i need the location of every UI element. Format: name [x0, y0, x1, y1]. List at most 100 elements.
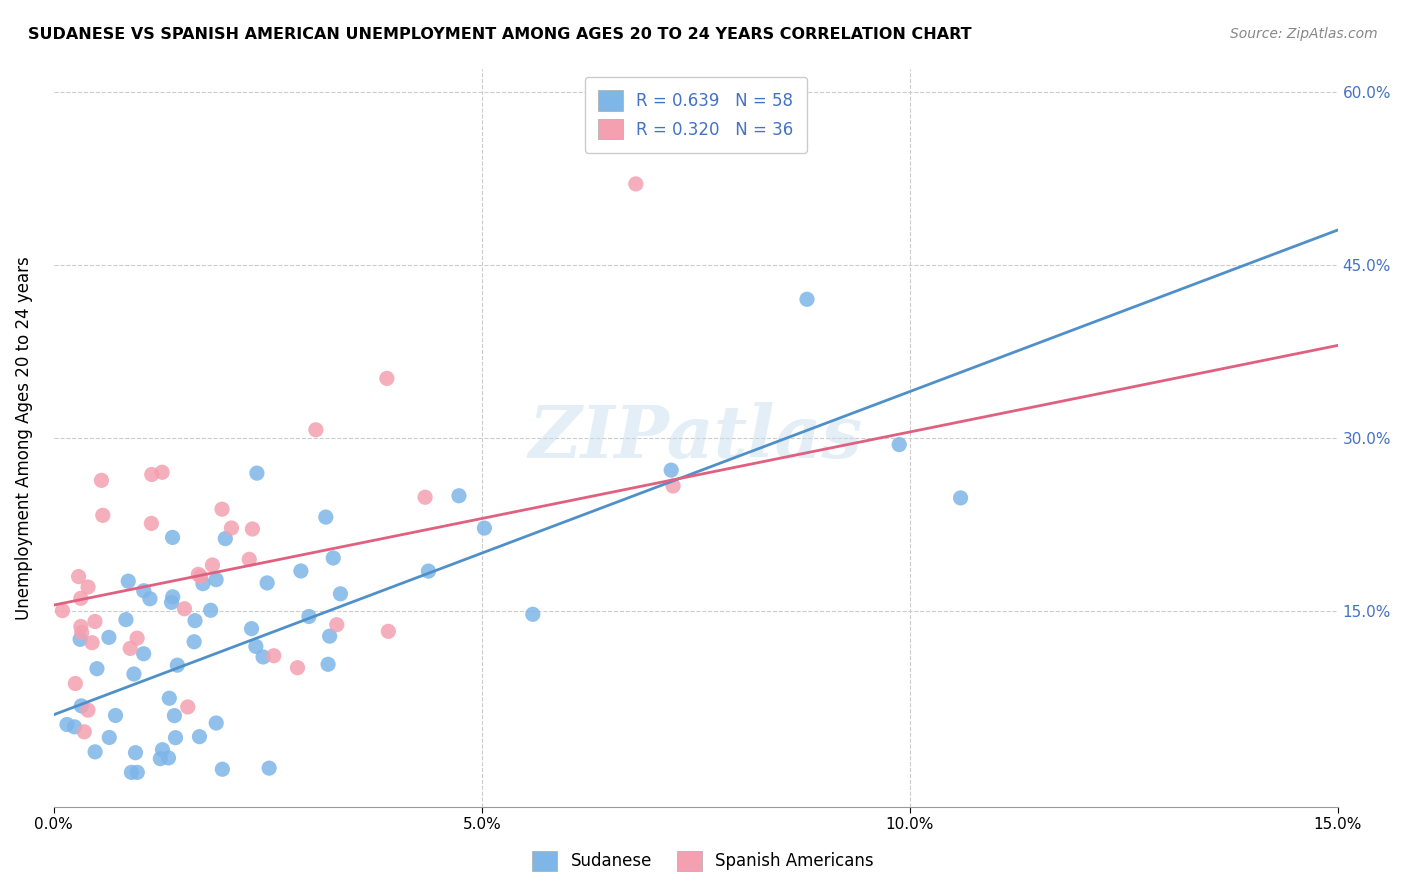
Point: [418, 564, 440, 578]
Point: [149, 751, 172, 765]
Point: [162, 590, 184, 604]
Point: [245, 640, 267, 654]
Point: [201, 558, 224, 572]
Y-axis label: Unemployment Among Ages 20 to 24 years: Unemployment Among Ages 20 to 24 years: [15, 256, 32, 620]
Point: [662, 479, 685, 493]
Point: [157, 691, 180, 706]
Point: [162, 530, 184, 544]
Text: ZIPatlas: ZIPatlas: [529, 402, 863, 474]
Point: [132, 647, 155, 661]
Point: [63, 720, 86, 734]
Point: [659, 463, 682, 477]
Point: [56, 717, 79, 731]
Point: [124, 746, 146, 760]
Point: [287, 661, 309, 675]
Point: [290, 564, 312, 578]
Point: [188, 730, 211, 744]
Point: [84, 745, 107, 759]
Point: [240, 622, 263, 636]
Point: [191, 576, 214, 591]
Point: [70, 619, 93, 633]
Point: [73, 724, 96, 739]
Point: [200, 603, 222, 617]
Point: [413, 490, 436, 504]
Point: [252, 649, 274, 664]
Point: [173, 601, 195, 615]
Point: [152, 742, 174, 756]
Point: [447, 489, 470, 503]
Point: [139, 591, 162, 606]
Point: [120, 765, 142, 780]
Point: [132, 583, 155, 598]
Legend: R = 0.639   N = 58, R = 0.320   N = 36: R = 0.639 N = 58, R = 0.320 N = 36: [585, 77, 807, 153]
Point: [889, 437, 911, 451]
Point: [120, 641, 142, 656]
Point: [177, 700, 200, 714]
Point: [166, 658, 188, 673]
Legend: Sudanese, Spanish Americans: Sudanese, Spanish Americans: [524, 842, 882, 880]
Point: [77, 703, 100, 717]
Point: [69, 632, 91, 647]
Point: [190, 569, 212, 583]
Point: [117, 574, 139, 589]
Point: [122, 667, 145, 681]
Point: [315, 510, 337, 524]
Text: SUDANESE VS SPANISH AMERICAN UNEMPLOYMENT AMONG AGES 20 TO 24 YEARS CORRELATION : SUDANESE VS SPANISH AMERICAN UNEMPLOYMEN…: [28, 27, 972, 42]
Point: [522, 607, 544, 622]
Point: [326, 617, 349, 632]
Point: [318, 629, 340, 643]
Point: [70, 698, 93, 713]
Point: [70, 625, 93, 640]
Point: [796, 293, 818, 307]
Point: [77, 580, 100, 594]
Point: [184, 614, 207, 628]
Point: [127, 631, 149, 645]
Point: [115, 613, 138, 627]
Point: [211, 762, 233, 776]
Point: [316, 657, 339, 672]
Point: [242, 522, 264, 536]
Point: [150, 465, 173, 479]
Point: [214, 532, 236, 546]
Point: [205, 573, 228, 587]
Point: [377, 624, 399, 639]
Point: [141, 467, 163, 482]
Point: [322, 551, 344, 566]
Point: [97, 631, 120, 645]
Point: [205, 716, 228, 731]
Point: [51, 604, 73, 618]
Point: [127, 765, 149, 780]
Text: Source: ZipAtlas.com: Source: ZipAtlas.com: [1230, 27, 1378, 41]
Point: [98, 731, 121, 745]
Point: [375, 371, 398, 385]
Point: [163, 708, 186, 723]
Point: [141, 516, 163, 531]
Point: [183, 634, 205, 648]
Point: [65, 676, 87, 690]
Point: [86, 662, 108, 676]
Point: [165, 731, 187, 745]
Point: [70, 591, 93, 606]
Point: [160, 595, 183, 609]
Point: [263, 648, 285, 663]
Point: [91, 508, 114, 523]
Point: [67, 569, 90, 583]
Point: [949, 491, 972, 505]
Point: [187, 567, 209, 582]
Point: [246, 466, 269, 480]
Point: [157, 751, 180, 765]
Point: [221, 521, 243, 535]
Point: [80, 636, 103, 650]
Point: [238, 552, 260, 566]
Point: [474, 521, 496, 535]
Point: [305, 423, 328, 437]
Point: [84, 615, 107, 629]
Point: [256, 576, 278, 591]
Point: [104, 708, 127, 723]
Point: [257, 761, 280, 775]
Point: [211, 502, 233, 516]
Point: [624, 177, 647, 191]
Point: [298, 609, 321, 624]
Point: [90, 474, 112, 488]
Point: [329, 587, 352, 601]
